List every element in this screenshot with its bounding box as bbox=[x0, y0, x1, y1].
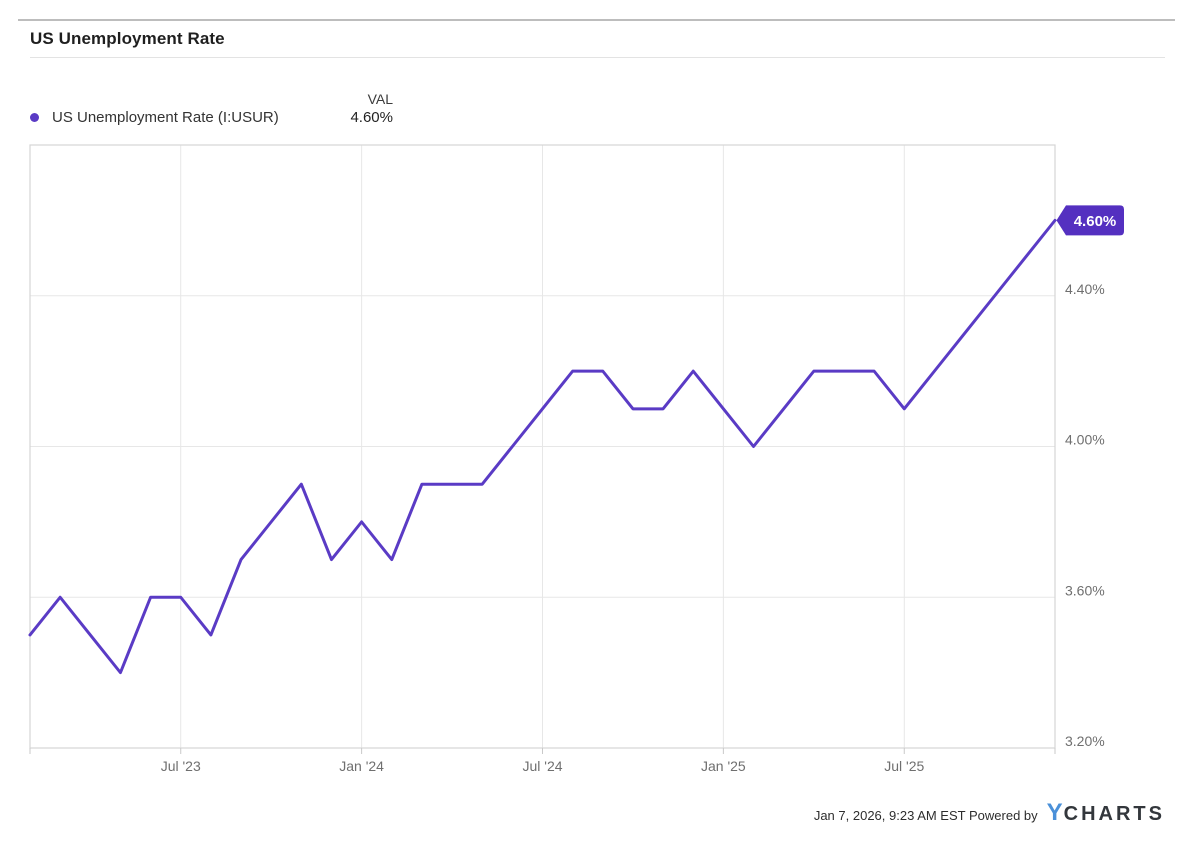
last-value-badge-label: 4.60% bbox=[1074, 213, 1117, 230]
x-axis-label: Jul '23 bbox=[161, 758, 201, 774]
series-dot-icon bbox=[30, 113, 39, 122]
timestamp: Jan 7, 2026, 9:23 AM EST bbox=[813, 808, 966, 823]
x-axis-label: Jul '24 bbox=[522, 758, 562, 774]
y-axis-label: 3.60% bbox=[1065, 582, 1105, 598]
y-axis-label: 4.00% bbox=[1065, 432, 1105, 448]
ycharts-logo-y: Y bbox=[1046, 799, 1064, 826]
x-axis-label: Jul '25 bbox=[884, 758, 924, 774]
x-axis-label: Jan '24 bbox=[339, 758, 384, 774]
x-axis-label: Jan '25 bbox=[701, 758, 746, 774]
legend-val-header: VAL bbox=[367, 91, 393, 107]
top-divider bbox=[18, 19, 1175, 21]
ycharts-logo-charts: CHARTS bbox=[1063, 803, 1165, 825]
last-value-badge bbox=[1056, 205, 1124, 236]
legend-current-value: 4.60% bbox=[350, 109, 393, 126]
y-axis-label: 3.20% bbox=[1065, 733, 1105, 749]
powered-by-label: Powered by bbox=[968, 808, 1038, 823]
title-divider bbox=[30, 57, 1165, 58]
footer: Jan 7, 2026, 9:23 AM EST Powered by Y CHA… bbox=[814, 799, 1165, 827]
y-axis-label: 4.40% bbox=[1065, 281, 1105, 297]
legend-item[interactable]: US Unemployment Rate (I:USUR) bbox=[30, 109, 279, 126]
ycharts-logo[interactable]: Y CHARTS bbox=[1047, 799, 1165, 827]
series-line bbox=[28, 218, 1057, 675]
legend-series-label: US Unemployment Rate (I:USUR) bbox=[52, 109, 279, 126]
page-title: US Unemployment Rate bbox=[30, 29, 225, 48]
